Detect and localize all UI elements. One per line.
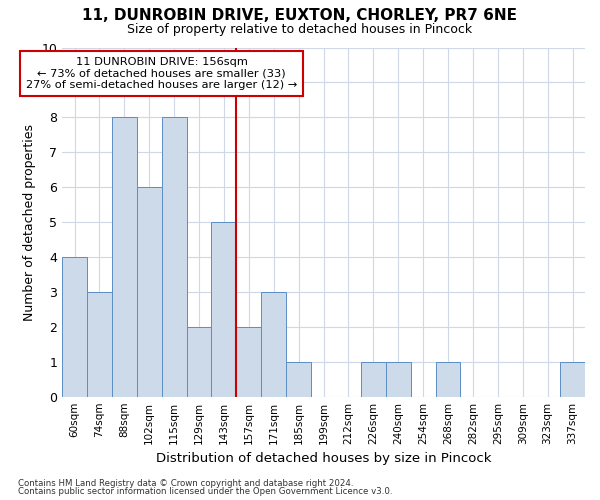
Bar [236,327,261,396]
Bar [87,292,112,397]
Bar [560,362,585,396]
Text: 11 DUNROBIN DRIVE: 156sqm
← 73% of detached houses are smaller (33)
27% of semi-: 11 DUNROBIN DRIVE: 156sqm ← 73% of detac… [26,57,297,90]
Bar [211,222,236,396]
Bar [161,118,187,396]
Bar [62,257,87,396]
Bar [361,362,386,396]
Text: Contains HM Land Registry data © Crown copyright and database right 2024.: Contains HM Land Registry data © Crown c… [18,478,353,488]
Y-axis label: Number of detached properties: Number of detached properties [23,124,36,320]
Bar [436,362,460,396]
Bar [286,362,311,396]
Bar [261,292,286,397]
Text: Size of property relative to detached houses in Pincock: Size of property relative to detached ho… [127,22,473,36]
Bar [187,327,211,396]
Bar [386,362,410,396]
Bar [112,118,137,396]
X-axis label: Distribution of detached houses by size in Pincock: Distribution of detached houses by size … [156,452,491,465]
Text: Contains public sector information licensed under the Open Government Licence v3: Contains public sector information licen… [18,487,392,496]
Bar [137,187,161,396]
Text: 11, DUNROBIN DRIVE, EUXTON, CHORLEY, PR7 6NE: 11, DUNROBIN DRIVE, EUXTON, CHORLEY, PR7… [83,8,517,22]
